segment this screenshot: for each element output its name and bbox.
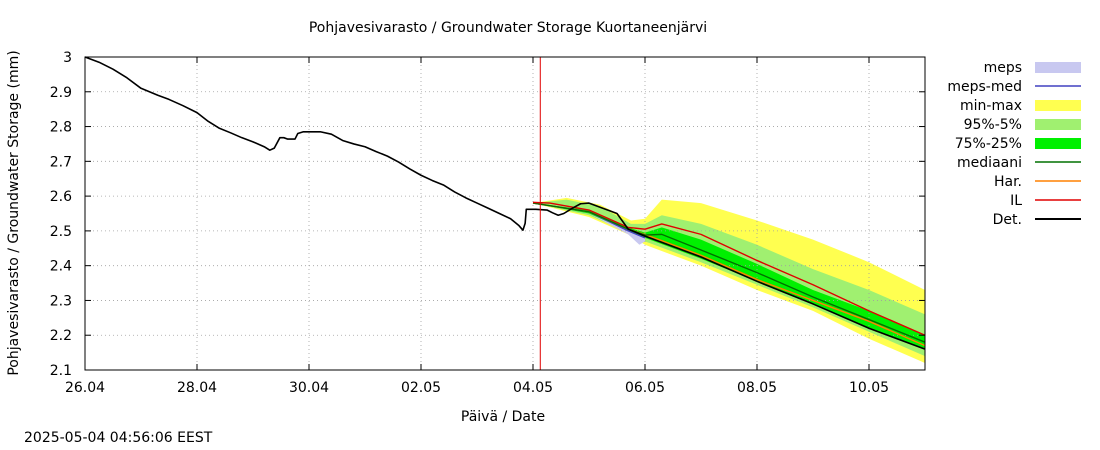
x-tick-label: 28.04 <box>177 380 217 396</box>
x-axis-ticks: 26.04 28.04 30.04 02.05 04.05 06.05 08.05 10.05 <box>65 57 889 396</box>
y-tick-label: 2.6 <box>50 189 72 205</box>
y-tick-label: 2.8 <box>50 120 72 136</box>
x-tick-label: 04.05 <box>513 380 553 396</box>
legend-label-95pct-5pct: 95%-5% <box>964 117 1022 133</box>
x-tick-label: 30.04 <box>289 380 329 396</box>
series-line-det <box>84 56 926 350</box>
legend-label-mediaani: mediaani <box>957 155 1022 171</box>
legend-swatch-min-max <box>1035 100 1081 111</box>
legend-label-har: Har. <box>994 174 1022 190</box>
legend: meps meps-med min-max 95%-5% 75%-25% mediaani… <box>947 60 1081 228</box>
plot-bands <box>533 197 925 364</box>
legend-swatch-75pct-25pct <box>1035 138 1081 149</box>
legend-label-meps-med: meps-med <box>947 79 1022 95</box>
legend-label-75pct-25pct: 75%-25% <box>955 136 1022 152</box>
legend-label-meps: meps <box>984 60 1022 76</box>
x-axis-label: Päivä / Date <box>461 409 545 425</box>
x-tick-label: 10.05 <box>849 380 889 396</box>
plot-frame <box>84 56 926 371</box>
timestamp: 2025-05-04 04:56:06 EEST <box>24 430 213 446</box>
x-tick-label: 06.05 <box>625 380 665 396</box>
x-tick-label: 08.05 <box>737 380 777 396</box>
y-tick-label: 2.2 <box>50 328 72 344</box>
y-tick-label: 2.4 <box>50 259 72 275</box>
band-min-max <box>533 197 925 364</box>
y-axis-ticks: 3 2.9 2.8 2.7 2.6 2.5 2.4 2.3 2.2 2.1 <box>50 50 925 379</box>
legend-swatch-95pct-5pct <box>1035 119 1081 130</box>
legend-label-det: Det. <box>993 212 1022 228</box>
x-tick-label: 02.05 <box>401 380 441 396</box>
y-tick-label: 2.7 <box>50 154 72 170</box>
legend-label-min-max: min-max <box>960 98 1022 114</box>
grid-lines <box>85 57 925 370</box>
y-tick-label: 3 <box>63 50 72 66</box>
legend-swatch-meps <box>1035 62 1081 73</box>
series-line-mediaani <box>532 202 926 343</box>
legend-label-il: IL <box>1010 193 1022 209</box>
plot-lines <box>84 56 926 370</box>
y-tick-label: 2.5 <box>50 224 72 240</box>
x-tick-label: 26.04 <box>65 380 105 396</box>
series-line-il <box>532 201 926 336</box>
chart-title: Pohjavesivarasto / Groundwater Storage K… <box>309 20 707 36</box>
y-axis-label: Pohjavesivarasto / Groundwater Storage (… <box>6 50 22 375</box>
y-tick-label: 2.9 <box>50 85 72 101</box>
y-tick-label: 2.1 <box>50 363 72 379</box>
y-tick-label: 2.3 <box>50 293 72 309</box>
